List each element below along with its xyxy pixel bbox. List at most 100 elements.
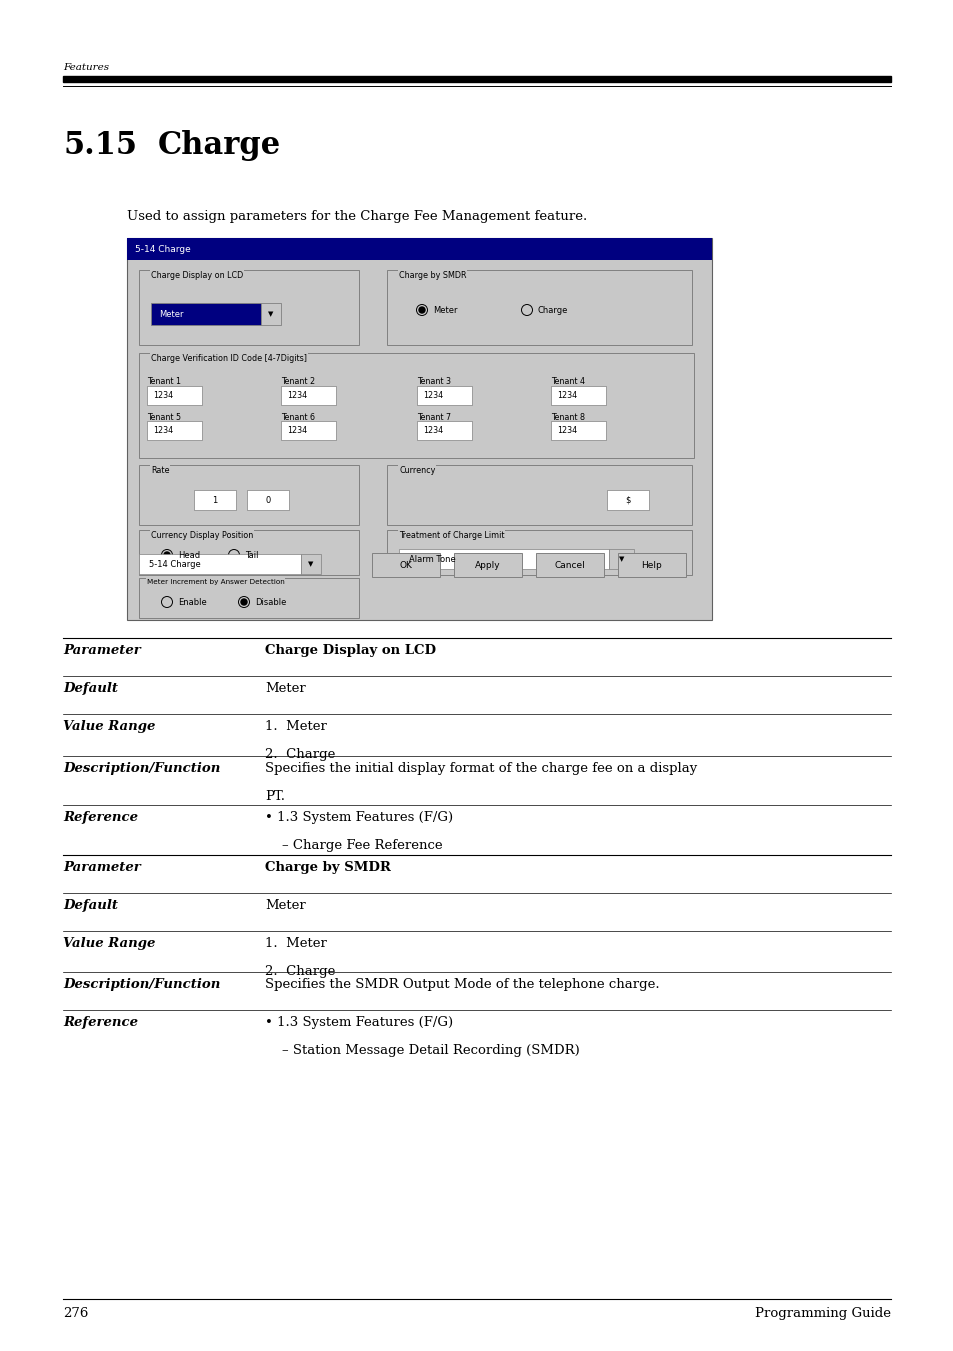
Text: 2.  Charge: 2. Charge [265, 748, 335, 761]
Text: 1234: 1234 [422, 426, 442, 435]
Bar [127, 238, 711, 259]
Text: Specifies the SMDR Output Mode of the telephone charge.: Specifies the SMDR Output Mode of the te… [265, 978, 659, 992]
Text: OK: OK [399, 561, 412, 570]
Text: Currency: Currency [398, 466, 435, 476]
Bar [372, 553, 439, 577]
Text: 276: 276 [63, 1306, 89, 1320]
Text: 1234: 1234 [422, 390, 442, 400]
Text: Help: Help [641, 561, 661, 570]
Text: Meter: Meter [265, 898, 305, 912]
Bar [387, 530, 691, 576]
Text: – Charge Fee Reference: – Charge Fee Reference [265, 839, 442, 852]
Text: Tenant 5: Tenant 5 [147, 413, 181, 423]
Text: 1234: 1234 [152, 426, 172, 435]
Bar [139, 578, 358, 617]
Text: • 1.3 System Features (F/G): • 1.3 System Features (F/G) [265, 811, 453, 824]
Bar [281, 422, 335, 440]
Bar [151, 303, 261, 326]
Text: Parameter: Parameter [63, 644, 141, 657]
Text: 1234: 1234 [557, 426, 577, 435]
Text: 1: 1 [213, 496, 217, 504]
Bar [147, 386, 202, 405]
Bar [606, 490, 648, 509]
Text: Cancel: Cancel [554, 561, 585, 570]
Text: 5.15: 5.15 [63, 130, 137, 161]
Bar [387, 465, 691, 526]
Text: Description/Function: Description/Function [63, 762, 220, 775]
Bar [536, 553, 603, 577]
Text: 1.  Meter: 1. Meter [265, 720, 327, 734]
Text: Default: Default [63, 682, 118, 694]
Text: Value Range: Value Range [63, 720, 155, 734]
Text: $: $ [624, 496, 630, 504]
Text: Tail: Tail [245, 550, 258, 559]
Bar [301, 554, 320, 574]
Text: Description/Function: Description/Function [63, 978, 220, 992]
Text: Rate: Rate [151, 466, 170, 476]
Text: Tenant 7: Tenant 7 [416, 413, 451, 423]
Bar [193, 490, 235, 509]
Text: Charge Display on LCD: Charge Display on LCD [265, 644, 436, 657]
Bar [398, 549, 608, 569]
Bar [416, 422, 472, 440]
Bar [608, 549, 634, 569]
Text: Default: Default [63, 898, 118, 912]
Circle shape [418, 307, 424, 313]
Circle shape [241, 598, 247, 605]
Text: – Station Message Detail Recording (SMDR): – Station Message Detail Recording (SMDR… [265, 1044, 579, 1058]
Text: Charge Verification ID Code [4-7Digits]: Charge Verification ID Code [4-7Digits] [151, 354, 307, 363]
Text: Tenant 3: Tenant 3 [416, 377, 451, 386]
Text: 1234: 1234 [557, 390, 577, 400]
Bar [127, 238, 711, 620]
Text: Reference: Reference [63, 1016, 138, 1029]
Text: 2.  Charge: 2. Charge [265, 965, 335, 978]
Text: Programming Guide: Programming Guide [754, 1306, 890, 1320]
Text: Tenant 4: Tenant 4 [551, 377, 584, 386]
Bar [416, 386, 472, 405]
Text: Charge: Charge [537, 305, 568, 315]
Text: Used to assign parameters for the Charge Fee Management feature.: Used to assign parameters for the Charge… [127, 209, 587, 223]
Text: Parameter: Parameter [63, 861, 141, 874]
Text: Charge by SMDR: Charge by SMDR [265, 861, 391, 874]
Bar [139, 465, 358, 526]
Text: Apply: Apply [475, 561, 500, 570]
Bar [63, 76, 890, 82]
Bar [247, 490, 289, 509]
Circle shape [164, 553, 170, 558]
Text: Charge: Charge [158, 130, 281, 161]
Text: Specifies the initial display format of the charge fee on a display: Specifies the initial display format of … [265, 762, 697, 775]
Bar [618, 553, 685, 577]
Text: Tenant 1: Tenant 1 [147, 377, 181, 386]
Text: Alarm Tone: Alarm Tone [409, 554, 456, 563]
Text: • 1.3 System Features (F/G): • 1.3 System Features (F/G) [265, 1016, 453, 1029]
Text: Disable: Disable [254, 597, 286, 607]
Bar [139, 530, 358, 576]
Bar [139, 554, 301, 574]
Text: ▼: ▼ [618, 557, 623, 562]
Text: Tenant 2: Tenant 2 [281, 377, 314, 386]
Bar [139, 270, 358, 345]
Text: Meter Increment by Answer Detection: Meter Increment by Answer Detection [147, 580, 284, 585]
Text: 1234: 1234 [287, 426, 307, 435]
Bar [281, 386, 335, 405]
Text: 1234: 1234 [287, 390, 307, 400]
Text: 5-14 Charge: 5-14 Charge [149, 559, 200, 569]
Text: Features: Features [63, 63, 109, 72]
Text: 5-14 Charge: 5-14 Charge [135, 245, 191, 254]
Text: Meter: Meter [433, 305, 457, 315]
Text: Tenant 8: Tenant 8 [551, 413, 584, 423]
Bar [139, 353, 693, 458]
Text: Charge by SMDR: Charge by SMDR [398, 272, 466, 280]
Text: 1.  Meter: 1. Meter [265, 936, 327, 950]
Text: 0: 0 [265, 496, 271, 504]
Text: Meter: Meter [265, 682, 305, 694]
Text: Charge Display on LCD: Charge Display on LCD [151, 272, 243, 280]
Text: ▼: ▼ [308, 561, 314, 567]
Text: Enable: Enable [178, 597, 207, 607]
Bar [551, 422, 605, 440]
Text: Value Range: Value Range [63, 936, 155, 950]
Bar [261, 303, 281, 326]
Text: Currency Display Position: Currency Display Position [151, 531, 253, 540]
Text: ▼: ▼ [268, 311, 274, 317]
Text: 1234: 1234 [152, 390, 172, 400]
